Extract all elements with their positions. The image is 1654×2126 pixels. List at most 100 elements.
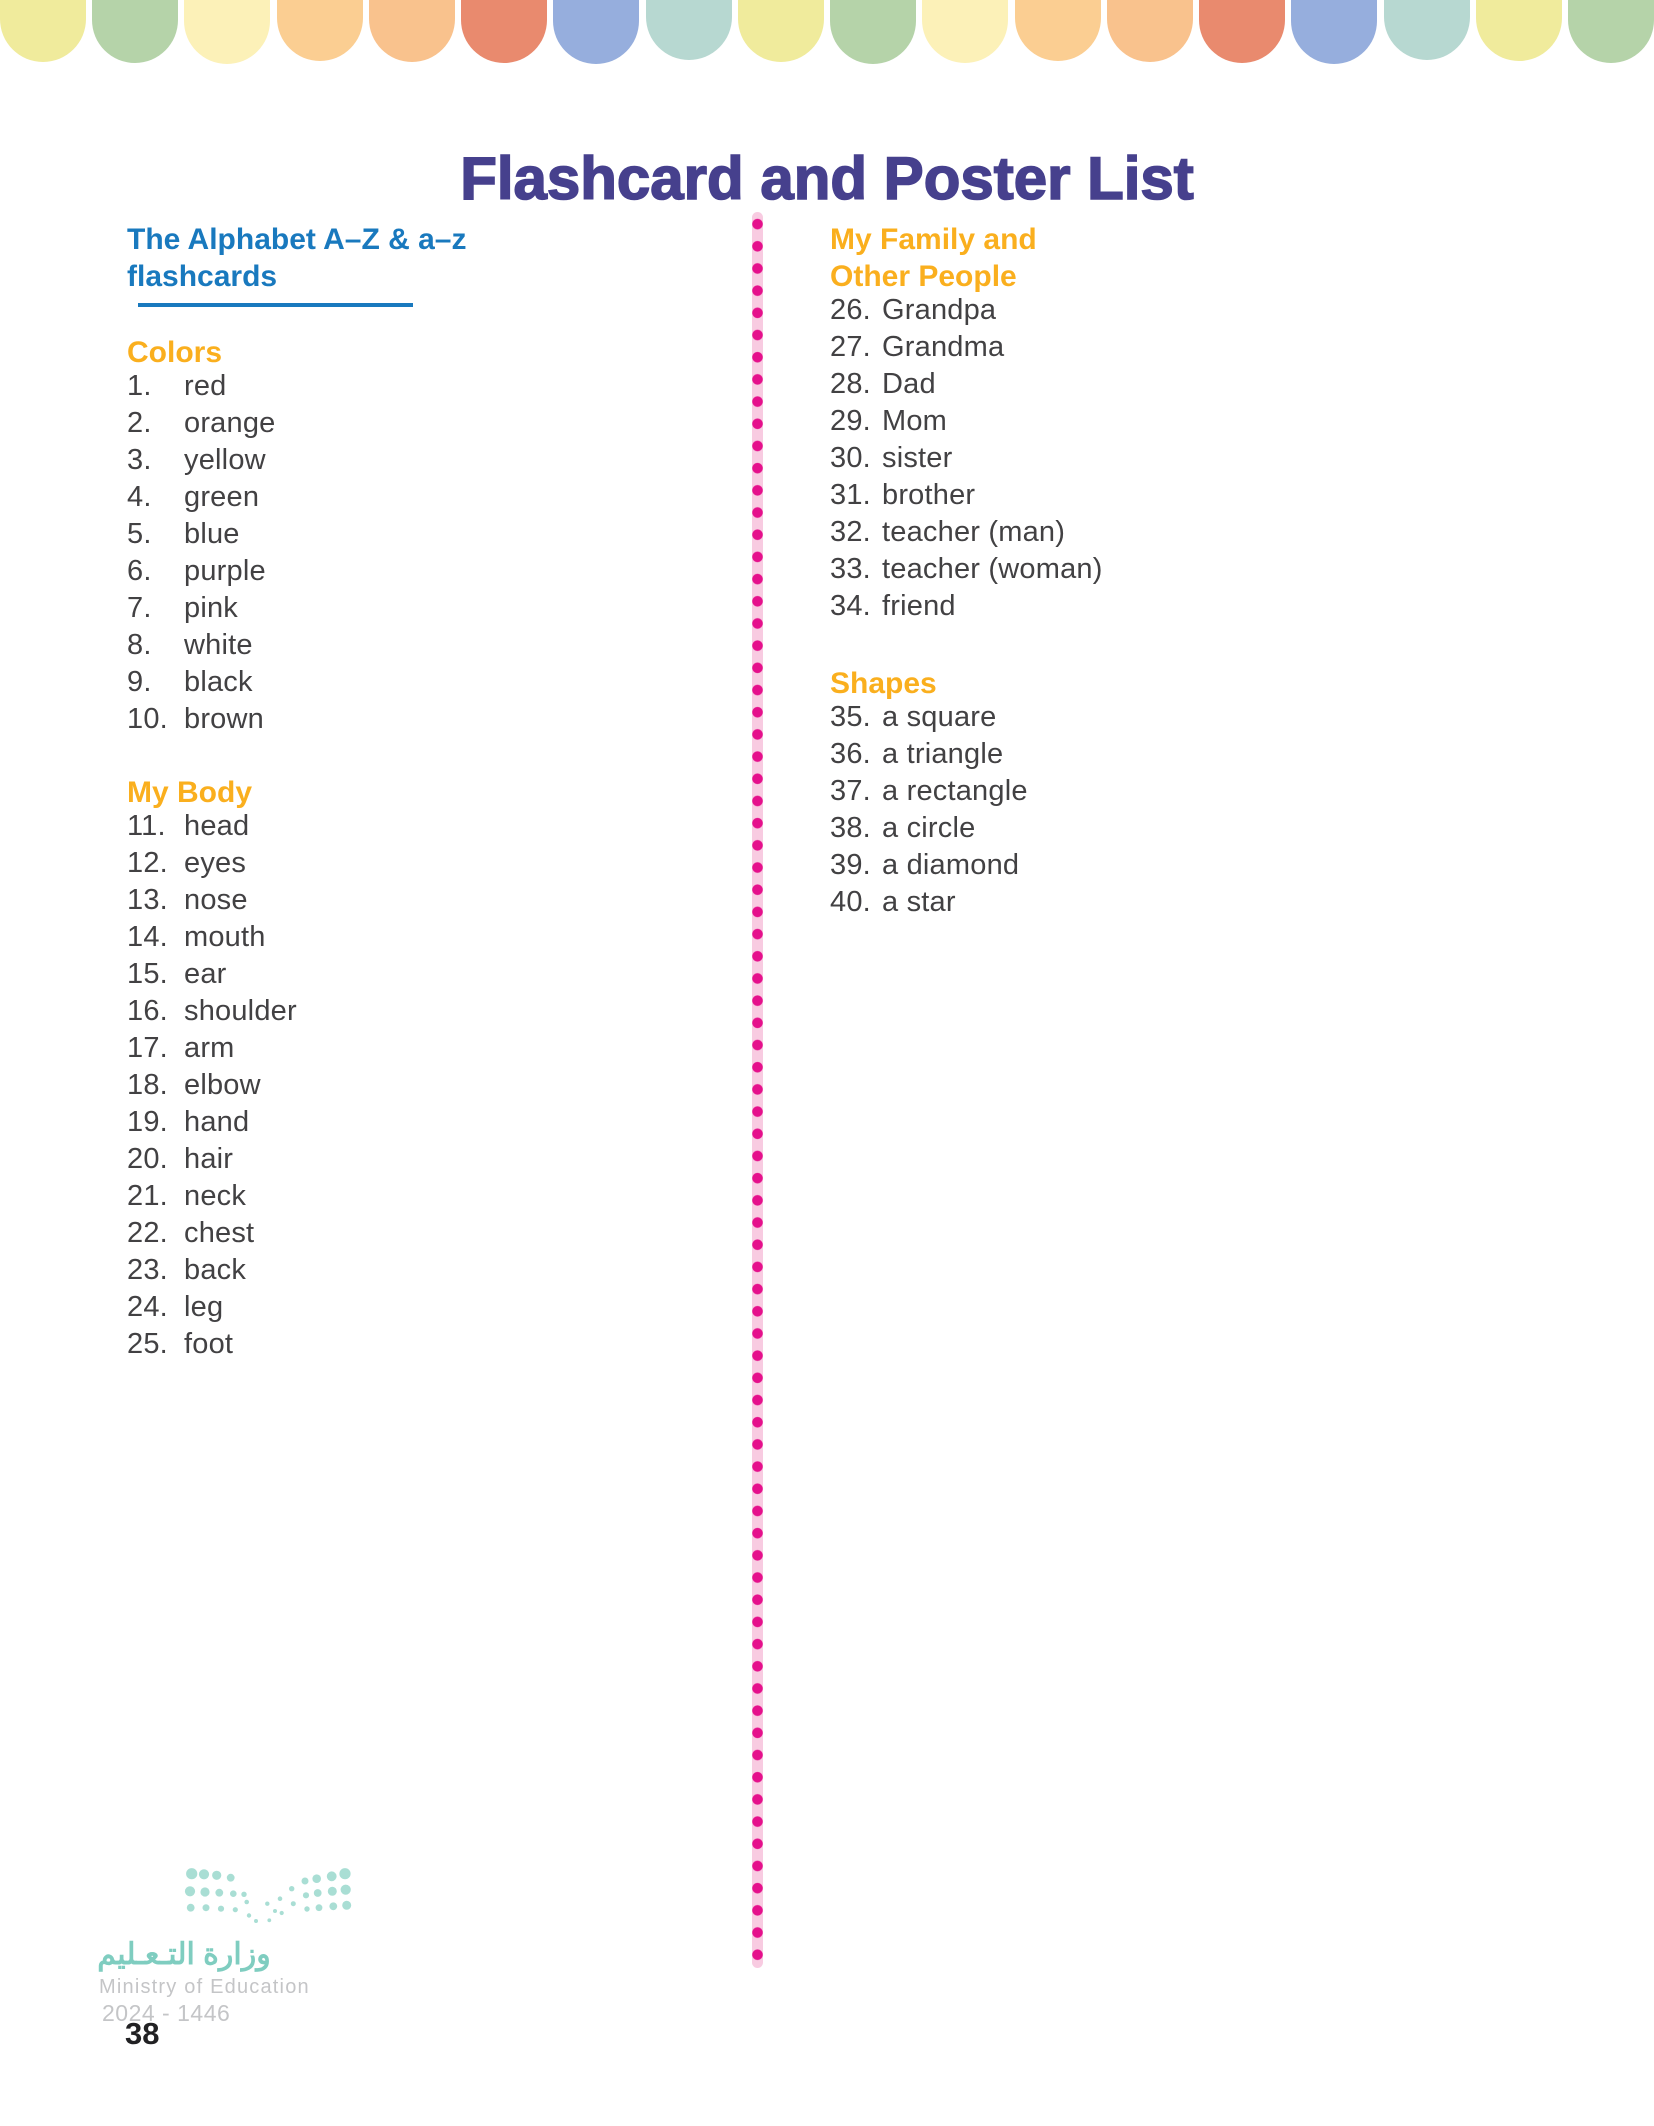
- item-label: teacher (woman): [882, 553, 1103, 585]
- item-label: mouth: [184, 921, 266, 953]
- scallop: [1291, 0, 1378, 64]
- dotted-divider: [752, 212, 763, 1968]
- section-heading: Shapes: [830, 667, 937, 700]
- scallop: [1567, 0, 1654, 63]
- item-label: brown: [184, 703, 264, 735]
- item-label: friend: [882, 590, 956, 622]
- list-item: 38. a circle: [830, 810, 1390, 847]
- scallop: [276, 0, 363, 61]
- item-number: 35.: [830, 701, 871, 733]
- item-number: 24.: [127, 1291, 168, 1323]
- item-label: brother: [882, 479, 976, 511]
- item-number: 18.: [127, 1069, 168, 1101]
- item-number: 15.: [127, 958, 168, 990]
- list-item: 37. a rectangle: [830, 773, 1390, 810]
- item-label: black: [184, 666, 253, 698]
- section-heading: Colors: [127, 336, 223, 369]
- scallop: [1199, 0, 1286, 63]
- scallop: [92, 0, 179, 63]
- list-item: 34. friend: [830, 588, 1390, 625]
- item-number: 3.: [127, 444, 152, 476]
- item-number: 5.: [127, 518, 152, 550]
- logo-arabic-text: وزارة التـعـليم: [97, 1938, 271, 1971]
- item-label: yellow: [184, 444, 266, 476]
- item-number: 7.: [127, 592, 152, 624]
- item-number: 10.: [127, 703, 168, 735]
- item-label: a star: [882, 886, 956, 918]
- item-label: chest: [184, 1217, 255, 1249]
- list-item: 8. white: [127, 627, 687, 664]
- section-colors: Colors 1. red 2. orange 3. yellow 4. gre…: [127, 338, 687, 738]
- item-number: 40.: [830, 886, 871, 918]
- item-number: 4.: [127, 481, 152, 513]
- item-number: 26.: [830, 294, 871, 326]
- item-label: Mom: [882, 405, 948, 437]
- item-number: 8.: [127, 629, 152, 661]
- scallop: [1383, 0, 1470, 60]
- item-number: 16.: [127, 995, 168, 1027]
- item-label: orange: [184, 407, 276, 439]
- list-item: 20. hair: [127, 1141, 687, 1178]
- item-number: 32.: [830, 516, 871, 548]
- item-label: head: [184, 810, 250, 842]
- item-number: 39.: [830, 849, 871, 881]
- scallop: [184, 0, 271, 64]
- item-label: leg: [184, 1291, 224, 1323]
- item-label: Grandma: [882, 331, 1005, 363]
- list-item: 4. green: [127, 479, 687, 516]
- item-label: hair: [184, 1143, 234, 1175]
- scallop: [1014, 0, 1101, 61]
- list-item: 24. leg: [127, 1289, 687, 1326]
- my-family-list: 26. Grandpa 27. Grandma 28. Dad 29. Mom …: [830, 292, 1390, 625]
- scallop: [0, 0, 86, 62]
- scallop: [1106, 0, 1193, 62]
- left-column: The Alphabet A–Z & a–z flashcards Colors…: [127, 221, 687, 1363]
- section-my-family: My Family and Other People 26. Grandpa 2…: [830, 221, 1390, 625]
- item-number: 9.: [127, 666, 152, 698]
- item-number: 33.: [830, 553, 871, 585]
- item-number: 11.: [127, 810, 166, 842]
- list-item: 19. hand: [127, 1104, 687, 1141]
- scallop: [737, 0, 824, 62]
- item-number: 12.: [127, 847, 168, 879]
- item-label: purple: [184, 555, 266, 587]
- section-heading: My Body: [127, 776, 253, 809]
- scallop: [1475, 0, 1562, 61]
- logo-english-text: Ministry of Education: [99, 1976, 310, 1998]
- item-label: eyes: [184, 847, 247, 879]
- ministry-of-education-logo: [184, 1868, 352, 1923]
- list-item: 10. brown: [127, 701, 687, 738]
- item-number: 17.: [127, 1032, 168, 1064]
- scallop: [553, 0, 640, 64]
- item-number: 21.: [127, 1180, 168, 1212]
- list-item: 27. Grandma: [830, 329, 1390, 366]
- list-item: 21. neck: [127, 1178, 687, 1215]
- my-body-list: 11. head 12. eyes 13. nose 14. mouth 15.…: [127, 808, 687, 1363]
- item-number: 28.: [830, 368, 871, 400]
- scallop: [368, 0, 455, 62]
- list-item: 1. red: [127, 368, 687, 405]
- list-item: 11. head: [127, 808, 687, 845]
- list-item: 16. shoulder: [127, 993, 687, 1030]
- list-item: 33. teacher (woman): [830, 551, 1390, 588]
- item-number: 34.: [830, 590, 871, 622]
- item-label: neck: [184, 1180, 247, 1212]
- list-item: 9. black: [127, 664, 687, 701]
- item-number: 22.: [127, 1217, 168, 1249]
- item-label: ear: [184, 958, 227, 990]
- item-label: arm: [184, 1032, 235, 1064]
- item-number: 19.: [127, 1106, 168, 1138]
- item-number: 23.: [127, 1254, 168, 1286]
- item-label: elbow: [184, 1069, 261, 1101]
- list-item: 5. blue: [127, 516, 687, 553]
- item-label: sister: [882, 442, 953, 474]
- list-item: 18. elbow: [127, 1067, 687, 1104]
- list-item: 35. a square: [830, 699, 1390, 736]
- item-label: shoulder: [184, 995, 297, 1027]
- item-number: 29.: [830, 405, 871, 437]
- list-item: 15. ear: [127, 956, 687, 993]
- item-label: Dad: [882, 368, 936, 400]
- item-label: white: [184, 629, 253, 661]
- list-item: 36. a triangle: [830, 736, 1390, 773]
- list-item: 12. eyes: [127, 845, 687, 882]
